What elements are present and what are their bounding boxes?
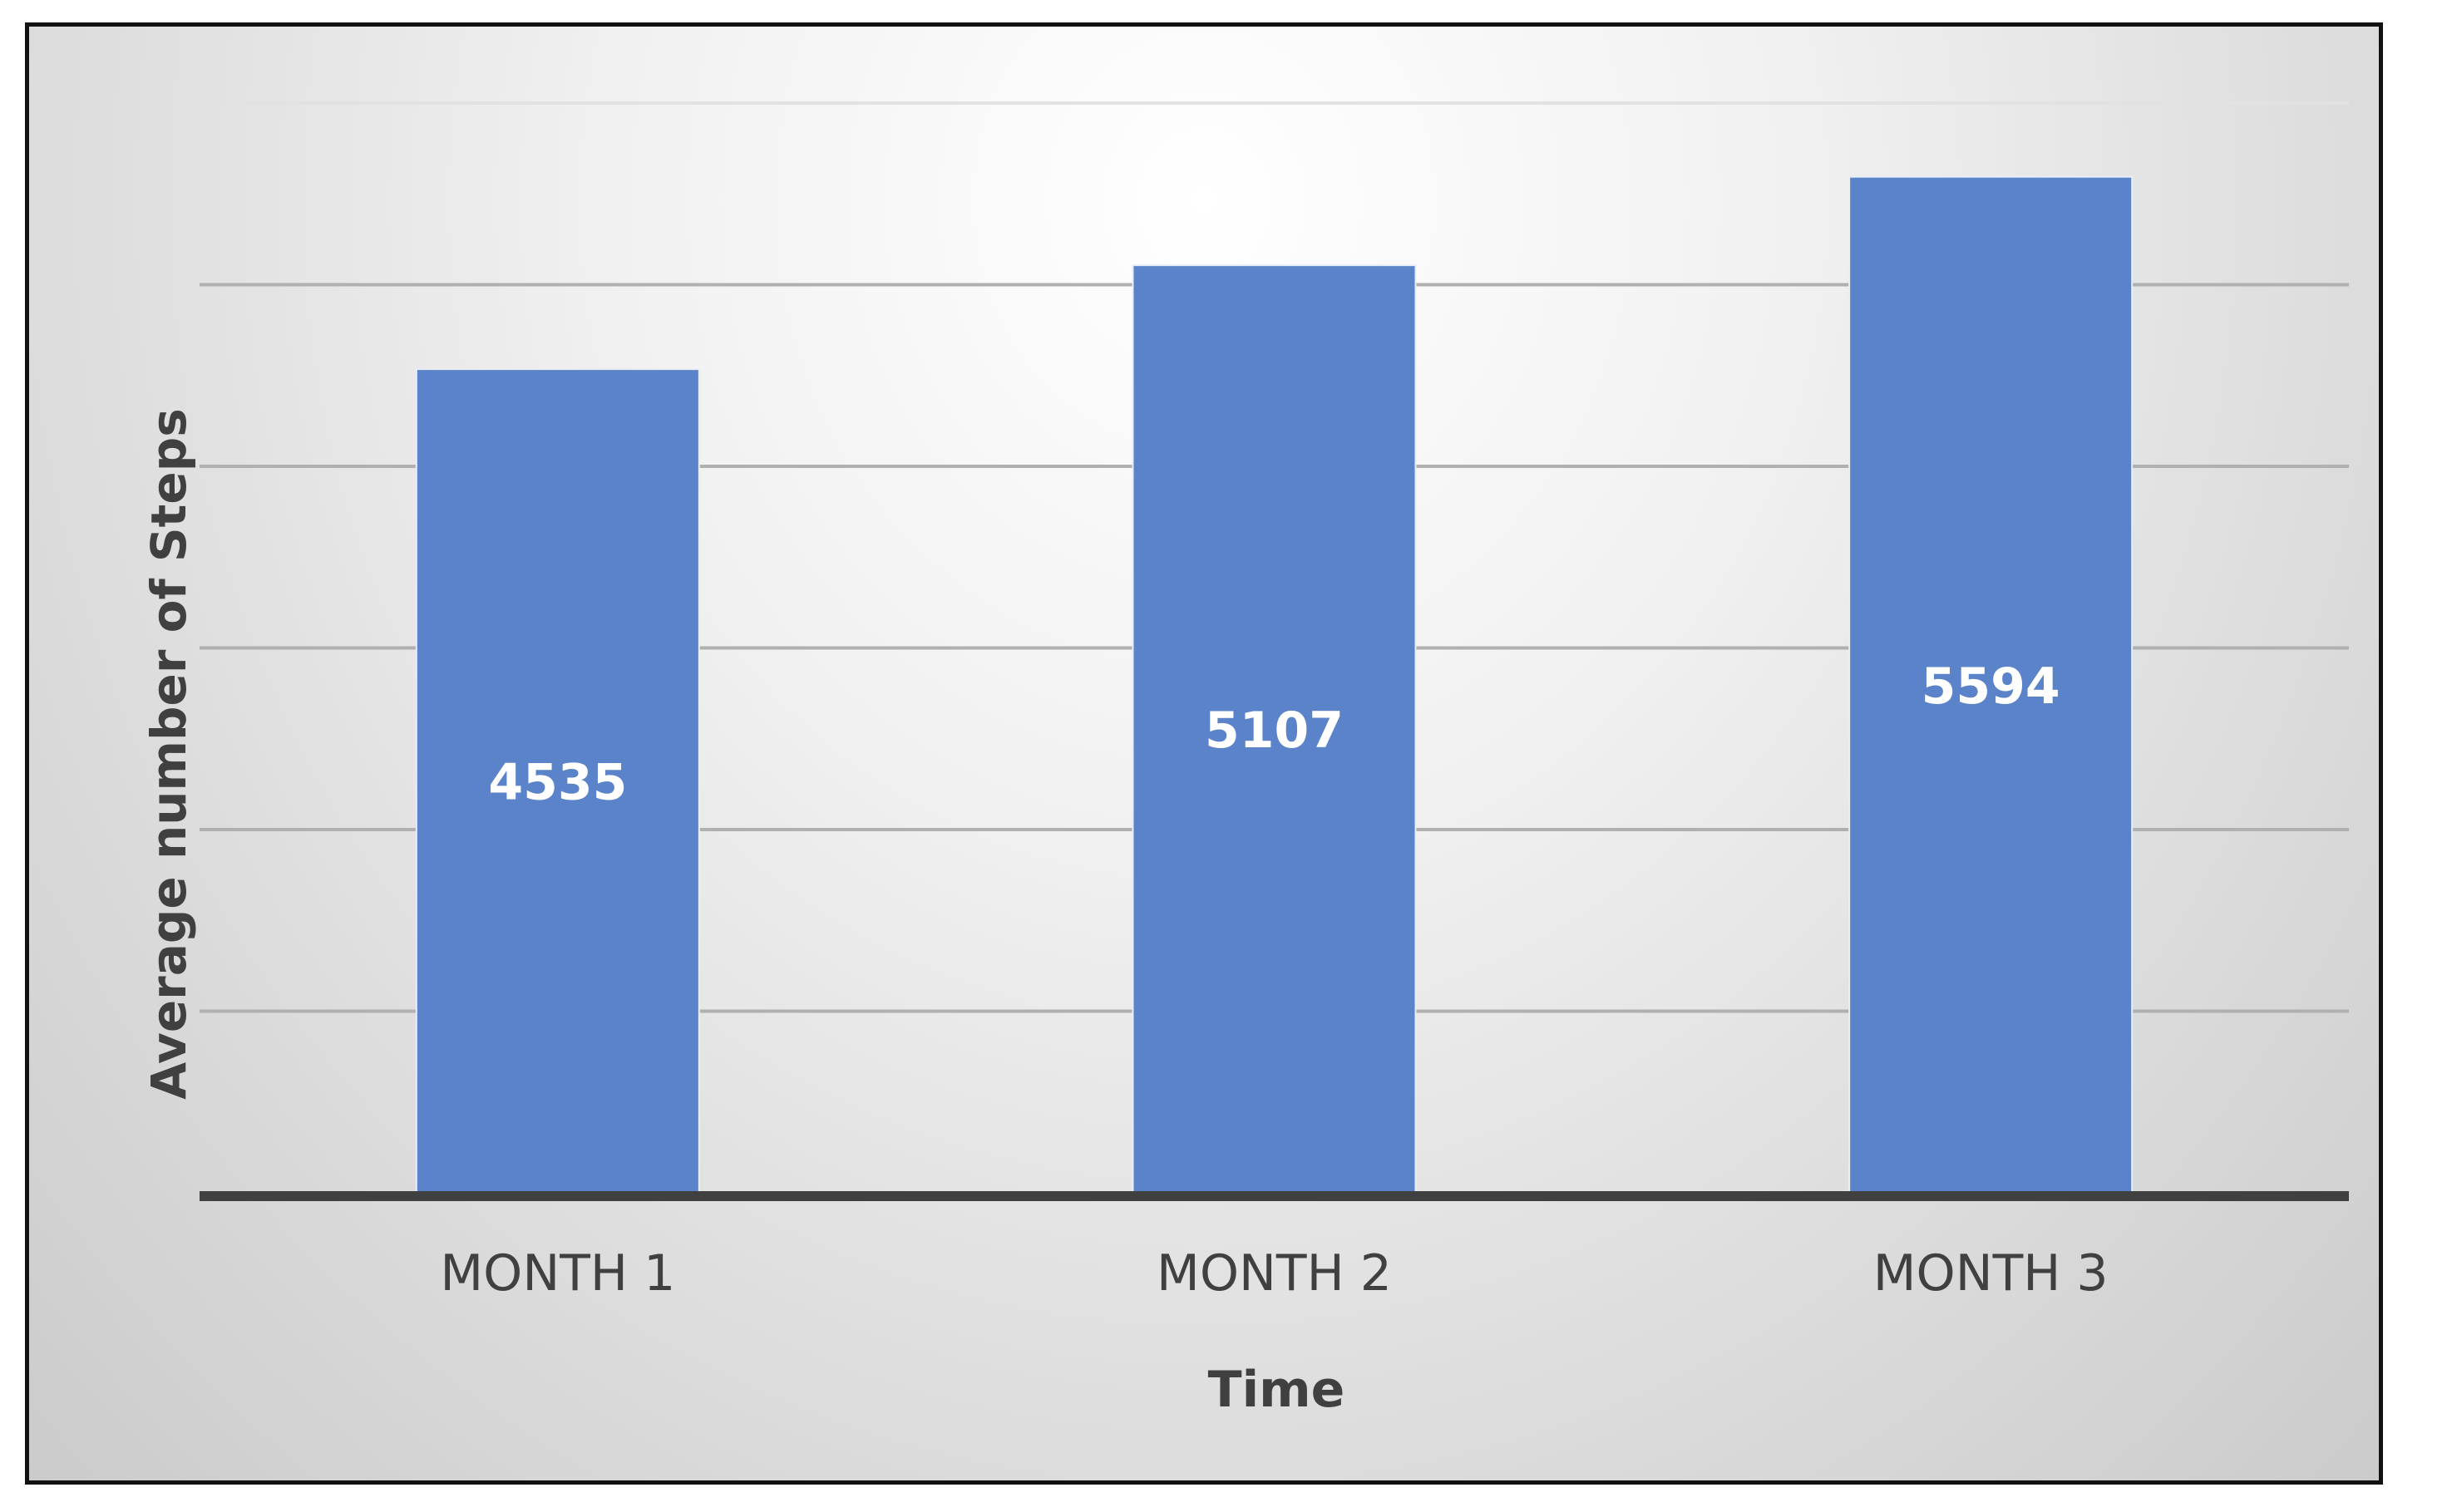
bar-1 <box>415 368 700 1194</box>
x-tick-labels: MONTH 1 MONTH 2 MONTH 3 <box>440 1244 2108 1303</box>
bar-2 <box>1132 264 1417 1194</box>
x-tick-label-3: MONTH 3 <box>1873 1244 2109 1303</box>
bars <box>415 175 2134 1194</box>
x-axis-label: Time <box>1207 1361 1345 1419</box>
y-axis-label: Average number of Steps <box>141 408 197 1100</box>
data-labels: 4535 5107 5594 <box>488 657 2060 812</box>
bar-chart: 4535 5107 5594 MONTH 1 MONTH 2 MONTH 3 <box>200 101 2349 1303</box>
data-label-2: 5107 <box>1205 702 1344 760</box>
data-label-3: 5594 <box>1922 657 2060 716</box>
x-tick-label-1: MONTH 1 <box>440 1244 675 1303</box>
x-tick-label-2: MONTH 2 <box>1157 1244 1392 1303</box>
chart-frame: 4535 5107 5594 MONTH 1 MONTH 2 MONTH 3 Avera… <box>25 22 2383 1485</box>
bar-3 <box>1848 175 2134 1194</box>
data-label-1: 4535 <box>488 754 627 812</box>
